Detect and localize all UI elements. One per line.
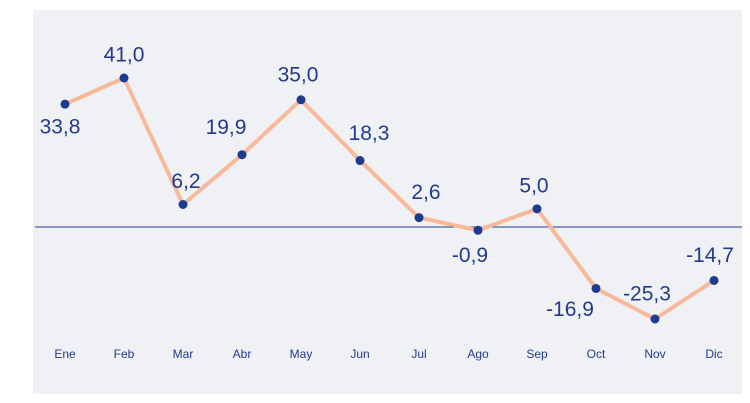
x-tick-label: Abr — [233, 347, 252, 361]
value-label: -0,9 — [452, 244, 488, 267]
marker — [60, 99, 70, 109]
marker — [532, 204, 542, 214]
value-label: 2,6 — [411, 181, 440, 204]
marker — [414, 213, 424, 223]
x-tick-label: May — [290, 347, 313, 361]
value-label: 18,3 — [349, 122, 390, 145]
value-label: 6,2 — [171, 170, 200, 193]
value-label: -14,7 — [686, 244, 734, 267]
marker — [119, 73, 129, 83]
x-tick-label: Dic — [705, 347, 722, 361]
value-label: 5,0 — [519, 174, 548, 197]
x-tick-label: Sep — [526, 347, 548, 361]
x-tick-label: Jun — [350, 347, 369, 361]
value-label: 41,0 — [104, 44, 145, 67]
x-tick-label: Nov — [644, 347, 665, 361]
x-tick-label: Ago — [467, 347, 489, 361]
marker — [650, 314, 660, 324]
line — [64, 76, 716, 321]
x-tick-label: Oct — [587, 347, 606, 361]
marker — [296, 95, 306, 105]
x-tick-label: Feb — [114, 347, 135, 361]
x-tick-label: Jul — [411, 347, 426, 361]
x-tick-label: Ene — [54, 347, 76, 361]
marker — [237, 150, 247, 160]
marker — [178, 199, 188, 209]
value-label: -25,3 — [623, 283, 671, 306]
marker — [591, 283, 601, 293]
marker — [473, 225, 483, 235]
value-label: 33,8 — [40, 116, 81, 139]
x-tick-label: Mar — [173, 347, 194, 361]
value-label: 35,0 — [278, 63, 319, 86]
panel — [33, 10, 742, 394]
marker — [709, 275, 719, 285]
value-label: 19,9 — [206, 116, 247, 139]
marker — [355, 156, 365, 166]
value-label: -16,9 — [546, 298, 594, 321]
